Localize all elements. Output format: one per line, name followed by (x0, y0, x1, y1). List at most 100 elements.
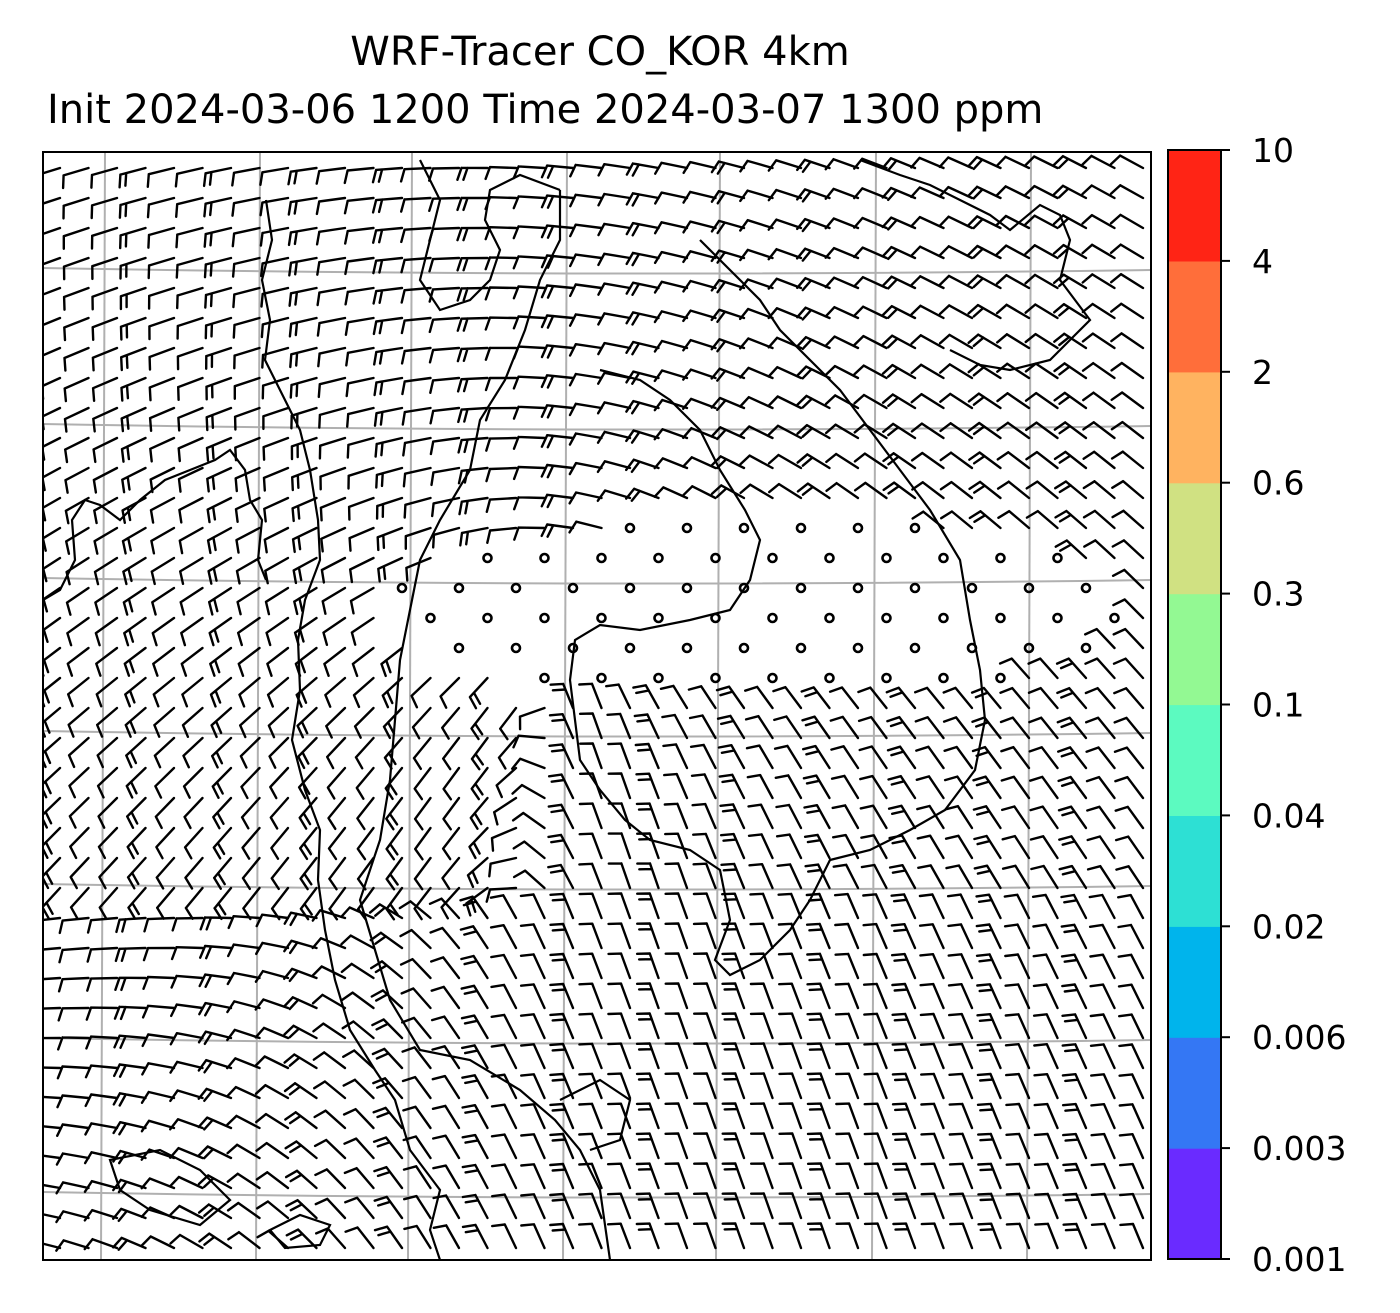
wind-barb (376, 526, 404, 552)
wind-barb (625, 399, 660, 415)
map-panel (43, 152, 1151, 1260)
wind-barb (569, 253, 603, 268)
wind-barb (540, 404, 575, 419)
wind-barb (175, 196, 204, 218)
wind-barb (1001, 834, 1031, 860)
wind-barb (1030, 864, 1059, 890)
wind-barb (914, 716, 945, 740)
wind-barb (343, 1137, 375, 1160)
wind-barb (150, 526, 176, 555)
wind-barb (458, 496, 489, 516)
wind-barb (1060, 893, 1088, 920)
wind-barb (43, 256, 62, 266)
wind-barb (540, 254, 575, 269)
wind-barb (597, 371, 632, 385)
wind-barb (1110, 302, 1145, 320)
wind-barb (692, 952, 717, 980)
wind-barb (938, 274, 974, 290)
wind-barb (1112, 627, 1145, 650)
wind-barb (207, 556, 233, 585)
wind-barb (739, 219, 774, 232)
wind-barb (90, 166, 119, 189)
wind-barb (682, 485, 717, 500)
wind-barb (939, 422, 974, 440)
wind-barb (368, 903, 404, 920)
wind-barb (996, 333, 1031, 350)
wind-barb (691, 802, 717, 830)
wind-barb (202, 166, 233, 188)
wind-barb (520, 1223, 546, 1250)
wind-barb (1118, 1043, 1145, 1070)
wind-barb (891, 1042, 917, 1070)
wind-barb (461, 1193, 489, 1220)
wind-barb (1025, 480, 1059, 500)
wind-barb (402, 1105, 432, 1130)
wind-barb (804, 863, 831, 890)
wind-barb (692, 892, 717, 920)
colorbar-tick-label: 0.006 (1252, 1018, 1346, 1057)
wind-barb (493, 796, 518, 826)
wind-barb (349, 556, 375, 584)
calm-circle (539, 672, 550, 684)
wind-barb (287, 166, 318, 186)
wind-barb (65, 556, 90, 586)
wind-barb (318, 406, 347, 429)
wind-barb (256, 1200, 290, 1220)
wind-barb (461, 1223, 489, 1250)
wind-barb (1032, 923, 1059, 950)
wind-barb (512, 840, 546, 860)
meridian-line (407, 152, 413, 1260)
wind-barb (891, 1072, 917, 1100)
wind-barb (372, 256, 404, 275)
wind-barb (803, 804, 831, 830)
wind-barb (796, 482, 831, 500)
wind-barb (720, 862, 746, 890)
wind-barb (653, 310, 689, 324)
map-title-line-1: WRF-Tracer CO_KOR 4km (350, 29, 850, 75)
wind-barb (1004, 1013, 1031, 1040)
wind-barb (320, 556, 347, 584)
wind-barb (65, 526, 90, 555)
wind-barb (296, 706, 318, 739)
wind-barb (1117, 893, 1145, 920)
wind-barb (1109, 213, 1145, 230)
wind-barb (234, 496, 261, 523)
wind-barb (1033, 1162, 1059, 1190)
wind-barb (226, 1201, 261, 1220)
wind-barb (1081, 332, 1116, 350)
wind-barb (299, 886, 318, 921)
wind-barb (857, 686, 888, 710)
wind-barb (43, 1183, 62, 1190)
wind-barb (540, 434, 575, 449)
wind-barb (43, 346, 62, 370)
colorbar-segment (1168, 482, 1221, 595)
wind-barb (995, 214, 1031, 230)
wind-barb (372, 1077, 404, 1100)
wind-barb (549, 1042, 575, 1070)
wind-barb (369, 931, 404, 950)
wind-barb (1060, 923, 1088, 950)
wind-barb (607, 892, 632, 920)
colorbar-segment (1168, 704, 1221, 816)
wind-barb (971, 745, 1002, 770)
calm-circle (995, 552, 1006, 564)
wind-barb (147, 256, 176, 280)
wind-barb (211, 736, 233, 769)
wind-barb (596, 460, 632, 474)
wind-barb (287, 196, 318, 216)
wind-barb (375, 496, 404, 520)
calm-circle (681, 642, 693, 654)
wind-barb (401, 376, 432, 396)
wind-barb (119, 226, 147, 250)
calm-circle (966, 582, 978, 594)
wind-barb (636, 832, 660, 860)
coastline-shandong (43, 448, 268, 601)
wind-barb (350, 616, 375, 646)
calm-circle (624, 642, 636, 654)
wind-barb (98, 856, 119, 890)
wind-barb (1061, 1013, 1088, 1040)
wind-barb (119, 286, 147, 311)
wind-barb (112, 1178, 147, 1194)
wind-barb (468, 676, 489, 710)
